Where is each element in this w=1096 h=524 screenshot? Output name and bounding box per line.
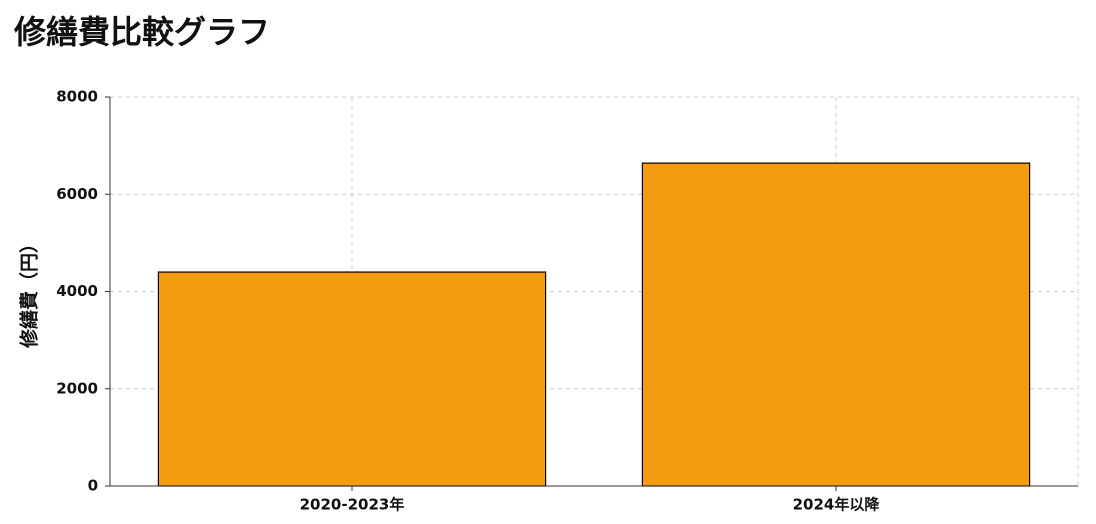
chart-title: 修繕費比較グラフ (13, 13, 270, 51)
bar (641, 162, 1031, 487)
x-tick-label: 2020-2023年 (300, 496, 405, 514)
bars (157, 162, 1031, 487)
y-tick-label: 8000 (56, 88, 98, 106)
y-tick-label: 4000 (56, 282, 98, 300)
y-axis-label: 修繕費（円） (18, 234, 41, 349)
x-tick-label: 2024年以降 (793, 496, 881, 514)
y-tick-label: 2000 (56, 379, 98, 397)
y-tick-label: 0 (88, 477, 98, 495)
y-tick-label: 6000 (56, 185, 98, 203)
bar (157, 271, 547, 487)
